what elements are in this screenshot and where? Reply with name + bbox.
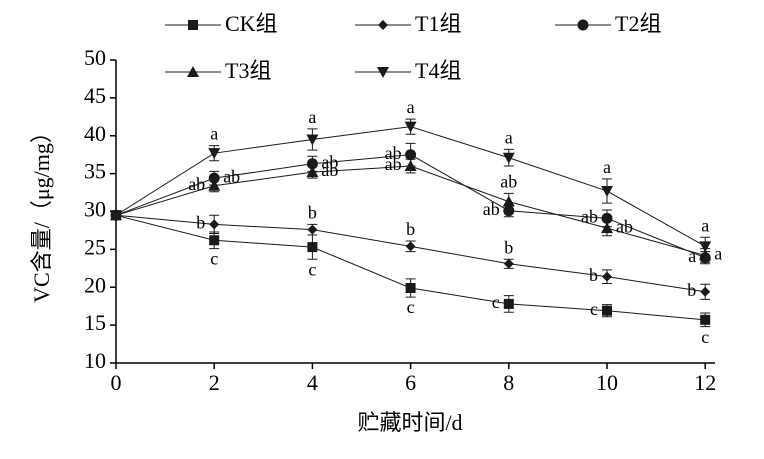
significance-label: ab	[581, 206, 598, 226]
x-axis-label: 贮藏时间/d	[357, 410, 462, 435]
significance-label: b	[308, 203, 317, 223]
y-axis-label: VC含量/（μg/mg）	[29, 121, 54, 303]
significance-label: ab	[223, 166, 240, 186]
x-tick-label: 12	[694, 370, 716, 395]
significance-label: c	[590, 299, 598, 319]
significance-label: a	[701, 215, 709, 235]
x-tick-label: 0	[111, 370, 122, 395]
marker	[306, 134, 319, 146]
marker	[503, 298, 514, 309]
significance-label: a	[603, 157, 611, 177]
legend-marker	[188, 20, 198, 30]
y-tick-label: 20	[84, 272, 106, 297]
significance-label: c	[407, 297, 415, 317]
significance-label: c	[210, 249, 218, 269]
significance-label: ab	[188, 174, 205, 194]
y-tick-label: 25	[84, 234, 106, 259]
significance-label: ab	[616, 216, 633, 236]
significance-label: a	[714, 244, 722, 264]
x-tick-label: 4	[307, 370, 318, 395]
significance-label: ab	[321, 152, 338, 172]
marker	[208, 172, 220, 184]
y-tick-label: 15	[84, 310, 106, 335]
marker	[601, 186, 613, 198]
legend-marker	[378, 20, 388, 30]
x-tick-label: 10	[596, 370, 618, 395]
marker	[208, 148, 221, 160]
significance-label: b	[589, 265, 598, 285]
marker	[404, 121, 417, 133]
x-tick-label: 2	[209, 370, 220, 395]
y-tick-label: 40	[84, 121, 106, 146]
significance-label: c	[701, 327, 709, 347]
significance-label: b	[687, 280, 696, 300]
marker	[700, 286, 711, 297]
legend-label: T1组	[415, 11, 461, 36]
marker	[209, 235, 220, 246]
significance-label: ab	[483, 199, 500, 219]
significance-label: ab	[321, 160, 338, 180]
significance-label: b	[504, 237, 513, 257]
marker	[307, 242, 318, 253]
y-tick-label: 10	[84, 348, 106, 373]
legend-label: CK组	[225, 11, 278, 36]
legend-marker	[377, 67, 389, 78]
legend-label: T2组	[615, 11, 661, 36]
marker	[405, 283, 416, 294]
significance-label: a	[407, 97, 415, 117]
marker	[306, 166, 319, 178]
marker	[502, 195, 515, 207]
marker	[405, 241, 416, 252]
marker	[110, 210, 122, 222]
significance-label: a	[688, 246, 696, 266]
marker	[602, 271, 612, 282]
legend-label: T3组	[225, 58, 271, 83]
significance-label: ab	[385, 154, 402, 174]
significance-label: c	[492, 292, 500, 312]
y-tick-label: 45	[84, 83, 106, 108]
significance-label: a	[505, 128, 513, 148]
marker	[307, 224, 318, 235]
marker	[208, 179, 221, 191]
marker	[699, 241, 712, 253]
marker	[503, 258, 514, 269]
significance-label: b	[406, 219, 415, 239]
significance-label: a	[210, 124, 218, 144]
y-tick-label: 30	[84, 197, 106, 222]
legend-marker	[577, 19, 589, 31]
legend-marker	[187, 66, 199, 77]
y-tick-label: 35	[84, 159, 106, 184]
marker	[700, 314, 711, 325]
x-tick-label: 6	[405, 370, 416, 395]
marker	[405, 149, 417, 161]
marker	[601, 222, 613, 234]
significance-label: c	[308, 259, 316, 279]
marker	[502, 152, 515, 164]
significance-label: ab	[500, 171, 517, 191]
significance-label: ab	[385, 143, 402, 163]
marker	[602, 305, 612, 316]
marker	[503, 205, 515, 217]
significance-label: a	[308, 107, 316, 127]
x-tick-label: 8	[503, 370, 514, 395]
legend-label: T4组	[415, 58, 461, 83]
marker	[404, 160, 417, 172]
marker	[209, 219, 220, 230]
significance-label: b	[196, 213, 205, 233]
y-tick-label: 50	[84, 45, 106, 70]
